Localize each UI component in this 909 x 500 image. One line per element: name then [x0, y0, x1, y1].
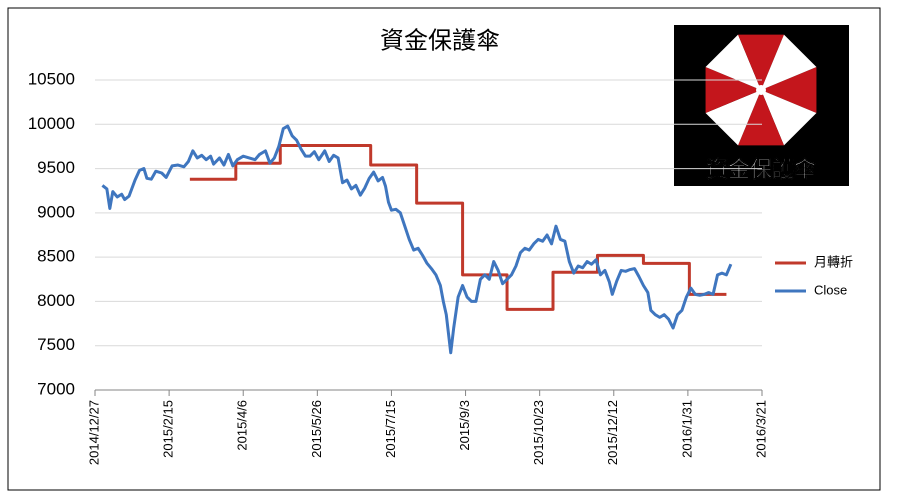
umbrella-segment — [761, 34, 817, 90]
x-tick-label: 2015/10/23 — [531, 400, 546, 465]
umbrella-segment — [738, 34, 784, 90]
y-tick-label: 10500 — [28, 69, 75, 88]
x-tick-label: 2015/12/12 — [605, 400, 620, 465]
series-line — [101, 124, 733, 355]
x-tick-label: 2015/7/15 — [383, 400, 398, 458]
x-tick-label: 2016/3/21 — [753, 400, 768, 458]
y-tick-label: 10000 — [28, 114, 75, 133]
umbrella-segment — [705, 34, 761, 90]
x-tick-label: 2014/12/27 — [86, 400, 101, 465]
logo-text: 資金保護傘 — [706, 157, 817, 182]
y-tick-label: 8500 — [37, 247, 75, 266]
y-tick-label: 9500 — [37, 158, 75, 177]
y-tick-label: 7000 — [37, 379, 75, 398]
x-tick-label: 2015/2/15 — [161, 400, 176, 458]
x-tick-label: 2015/9/3 — [457, 400, 472, 451]
y-tick-label: 8000 — [37, 291, 75, 310]
x-tick-label: 2016/1/31 — [679, 400, 694, 458]
umbrella-segment — [738, 90, 784, 146]
umbrella-segment — [705, 67, 761, 113]
umbrella-segment — [761, 90, 817, 146]
y-tick-label: 9000 — [37, 202, 75, 221]
umbrella-segment — [761, 67, 817, 113]
legend-label: Close — [814, 282, 847, 297]
y-tick-label: 7500 — [37, 335, 75, 354]
umbrella-segment — [705, 90, 761, 146]
x-tick-label: 2015/5/26 — [309, 400, 324, 458]
legend-label: 月轉折 — [814, 254, 853, 269]
x-tick-label: 2015/4/6 — [235, 400, 250, 451]
umbrella-center — [756, 85, 766, 95]
logo-umbrella — [705, 34, 817, 146]
chart-title: 資金保護傘 — [380, 27, 500, 54]
